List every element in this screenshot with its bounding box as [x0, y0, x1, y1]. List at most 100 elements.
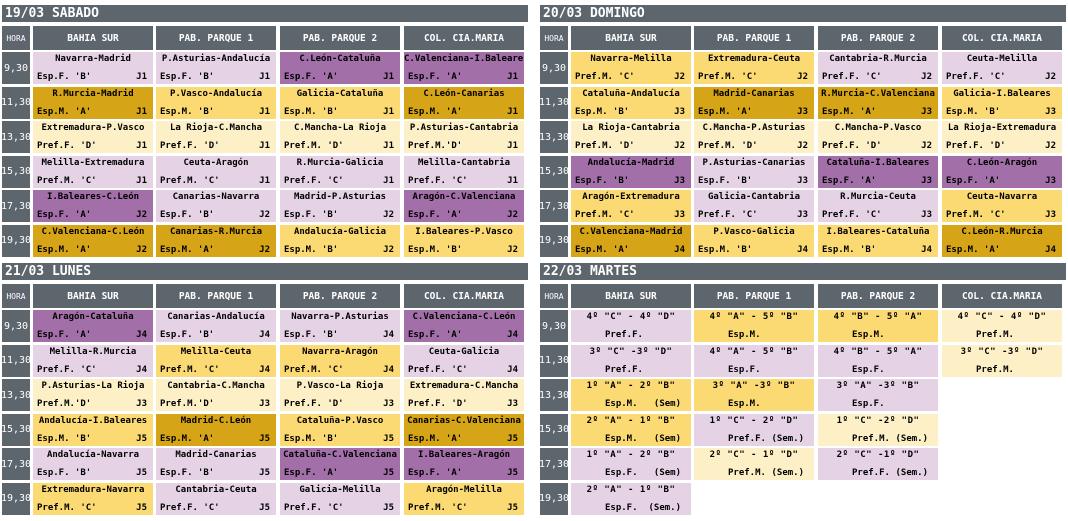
match-category: Pref.M. 'C'	[37, 502, 97, 513]
match-cell: Madrid-Canarias Esp.M. 'A' J3	[694, 86, 814, 119]
match-round: J1	[136, 106, 147, 117]
match-cell: Madrid-P.Asturias Esp.F. 'B' J2	[280, 190, 400, 222]
match-category: Esp.M. 'A'	[37, 244, 92, 255]
match-round: J5	[383, 433, 394, 444]
match-category: Pref.M. 'C'	[575, 72, 635, 82]
match-round: J3	[1045, 210, 1056, 220]
match-round: J5	[383, 468, 394, 478]
match-category: Pref.F.	[605, 330, 643, 340]
match-category: Pref.F. 'C'	[822, 210, 882, 220]
match-category: Esp.M. 'B'	[37, 433, 92, 444]
match-cell: P.Asturias-La Rioja Pref.M.'D' J3	[33, 379, 153, 411]
match-cell: 3º "A" -3º "B" Esp.F.	[818, 379, 938, 411]
match-cell: Cantabria-Ceuta Pref.F. 'C' J5	[156, 482, 276, 515]
match-cell: Canarias-C.Valenciana Esp.M. 'A' J5	[404, 413, 524, 446]
match-cell: P.Asturias-Cantabria Pref.M.'D' J1	[404, 121, 524, 153]
match-round: J1	[507, 175, 518, 186]
match-cell: Ceuta-Aragón Pref.M. 'C' J1	[156, 155, 276, 188]
match-teams: Navarra-Aragón	[302, 346, 378, 357]
match-cell: 1º "A" - 2º "B" Esp.F. (Sem)	[571, 448, 691, 480]
hora-header: HORA	[540, 284, 568, 308]
match-teams: C.Mancha-La Rioja	[293, 123, 387, 133]
match-teams: Ceuta-Galicia	[428, 346, 500, 357]
match-teams: Melilla-R.Murcia	[49, 346, 137, 357]
match-category: Pref.M. 'C'	[946, 210, 1006, 220]
match-round: J4	[507, 330, 518, 340]
match-round: J1	[383, 72, 394, 82]
day-title: 19/03 SABADO	[2, 5, 528, 22]
venue-header: PAB. PARQUE 2	[818, 26, 938, 50]
match-teams: 2º "C" -1º "D"	[836, 450, 920, 460]
match-cell: R.Murcia-Galicia Pref.F. 'C' J1	[280, 155, 400, 188]
match-category: Esp.F. 'B'	[160, 72, 215, 82]
match-teams: Canarias-R.Murcia	[169, 226, 263, 237]
time-slot: 19,30	[539, 224, 569, 257]
match-category: Esp.M. 'A'	[946, 244, 1001, 255]
match-category: Esp.F.	[605, 468, 638, 478]
match-round: (Sem.)	[648, 502, 681, 513]
match-teams: P.Vasco-Galicia	[713, 226, 795, 237]
match-round: J2	[259, 210, 270, 220]
match-cell: 2º "A" - 1º "B" Esp.F. (Sem.)	[571, 482, 691, 515]
match-cell: 3º "C" -3º "D" Pref.M.	[942, 344, 1062, 377]
match-teams: Aragón-Cataluña	[52, 312, 134, 322]
match-cell: C.Mancha-P.Asturias Pref.M. 'D' J2	[694, 121, 814, 153]
match-cell: Navarra-Madrid Esp.F. 'B' J1	[33, 52, 153, 84]
match-cell: Melilla-Extremadura Pref.M. 'C' J1	[33, 155, 153, 188]
match-round: J3	[674, 210, 685, 220]
match-teams: I.Baleares-Cataluña	[826, 226, 930, 237]
match-cell: I.Baleares-Aragón Esp.F. 'A' J5	[404, 448, 524, 480]
match-category: Pref.F. 'D'	[160, 141, 220, 151]
match-cell: Navarra-Aragón Pref.M. 'C' J4	[280, 344, 400, 377]
match-round: J1	[507, 72, 518, 82]
match-cell: R.Murcia-C.Valenciana Esp.M. 'A' J3	[818, 86, 938, 119]
match-category: Esp.F. 'A'	[284, 72, 339, 82]
match-round: J1	[383, 141, 394, 151]
match-round: J3	[921, 175, 932, 186]
match-category: Pref.M.'D'	[160, 399, 215, 409]
hora-header: HORA	[2, 284, 30, 308]
day-panel: 21/03 LUNES HORA BAHIA SUR PAB. PARQUE 1 PAB…	[1, 263, 528, 518]
match-category: Pref.F. 'C'	[284, 502, 344, 513]
match-cell: Aragón-Extremadura Pref.M. 'C' J3	[571, 190, 691, 222]
match-teams: Madrid-Canarias	[175, 450, 257, 460]
match-teams: 1º "C" - 2º "D"	[709, 415, 799, 426]
match-round: J1	[136, 175, 147, 186]
hora-header: HORA	[2, 26, 30, 50]
venue-header: PAB. PARQUE 1	[156, 284, 276, 308]
match-round: J4	[921, 244, 932, 255]
match-cell: Aragón-Cataluña Esp.F. 'A' J4	[33, 310, 153, 342]
match-round: J4	[797, 244, 808, 255]
match-cell: P.Vasco-Andalucía Esp.M. 'B' J1	[156, 86, 276, 119]
match-cell: Madrid-Canarias Esp.F. 'B' J5	[156, 448, 276, 480]
match-teams: Ceuta-Navarra	[966, 192, 1038, 202]
time-slot: 19,30	[1, 482, 31, 515]
match-cell: Cataluña-P.Vasco Esp.M. 'B' J5	[280, 413, 400, 446]
time-slot: 13,30	[539, 379, 569, 411]
match-round: J1	[383, 106, 394, 117]
match-category: Esp.M. 'B'	[575, 106, 630, 117]
match-round: J1	[136, 141, 147, 151]
match-cell: C.Mancha-La Rioja Pref.M. 'D' J1	[280, 121, 400, 153]
day-panel: 22/03 MARTES HORA BAHIA SUR PAB. PARQUE 1 PA…	[539, 263, 1066, 518]
match-teams: C.León-Canarias	[423, 88, 505, 99]
match-teams: Madrid-P.Asturias	[293, 192, 387, 202]
match-cell: 2º "A" - 1º "B" Esp.M. (Sem)	[571, 413, 691, 446]
match-teams: P.Asturias-Andalucía	[161, 54, 271, 64]
match-cell: Canarias-R.Murcia Esp.M. 'A' J2	[156, 224, 276, 257]
venue-header: PAB. PARQUE 2	[280, 26, 400, 50]
match-round: J2	[507, 210, 518, 220]
time-slot: 15,30	[539, 155, 569, 188]
match-teams: R.Murcia-C.Valenciana	[821, 88, 935, 99]
match-teams: Ceuta-Melilla	[966, 54, 1038, 64]
match-category: Esp.M.	[852, 330, 885, 340]
match-teams: Aragón-Melilla	[426, 484, 502, 495]
match-category: Pref.M. 'D'	[698, 141, 758, 151]
match-cell: La Rioja-C.Mancha Pref.F. 'D' J1	[156, 121, 276, 153]
match-round: J3	[259, 399, 270, 409]
match-round: J5	[259, 502, 270, 513]
match-category: Pref.F. 'C'	[408, 364, 468, 375]
match-category: Esp.F. 'A'	[284, 468, 339, 478]
match-cell: Madrid-C.León Esp.M. 'A' J5	[156, 413, 276, 446]
match-category: Pref.M. 'D'	[575, 141, 635, 151]
